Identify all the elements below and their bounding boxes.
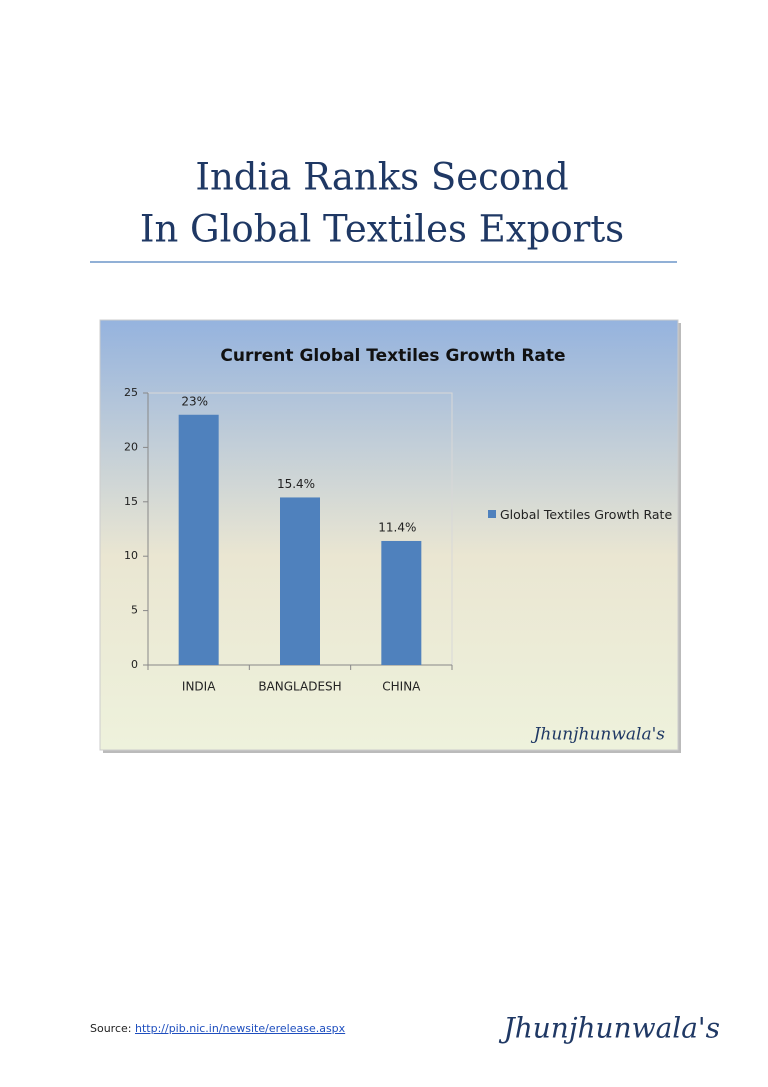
y-tick-label: 25	[124, 386, 138, 399]
y-tick-label: 20	[124, 440, 138, 453]
legend-label: Global Textiles Growth Rate	[500, 507, 673, 522]
brand: Jhunjhunwala's	[499, 1012, 720, 1045]
value-label: 15.4%	[277, 477, 315, 491]
value-label: 11.4%	[378, 520, 416, 534]
x-tick-label: INDIA	[182, 680, 216, 694]
watermark: Jhunjhunwala's	[531, 725, 666, 745]
legend: Global Textiles Growth Rate	[488, 506, 675, 523]
legend-swatch	[488, 510, 496, 518]
title-line: India Ranks Second	[195, 156, 568, 199]
y-tick-label: 0	[131, 658, 138, 671]
y-tick-label: 10	[124, 549, 138, 562]
source: Source: http://pib.nic.in/newsite/erelea…	[90, 1022, 345, 1035]
chart-title: Current Global Textiles Growth Rate	[220, 346, 565, 366]
bar	[381, 540, 422, 665]
source-link[interactable]: http://pib.nic.in/newsite/erelease.aspx	[135, 1022, 346, 1035]
bar	[178, 414, 219, 665]
value-label: 23%	[181, 394, 208, 408]
x-tick-label: CHINA	[382, 680, 421, 694]
source-label: Source:	[90, 1022, 132, 1035]
y-tick-label: 5	[131, 604, 138, 617]
y-tick-label: 15	[124, 495, 138, 508]
title-line: In Global Textiles Exports	[140, 208, 624, 251]
x-tick-label: BANGLADESH	[258, 680, 341, 694]
bar	[280, 497, 320, 665]
